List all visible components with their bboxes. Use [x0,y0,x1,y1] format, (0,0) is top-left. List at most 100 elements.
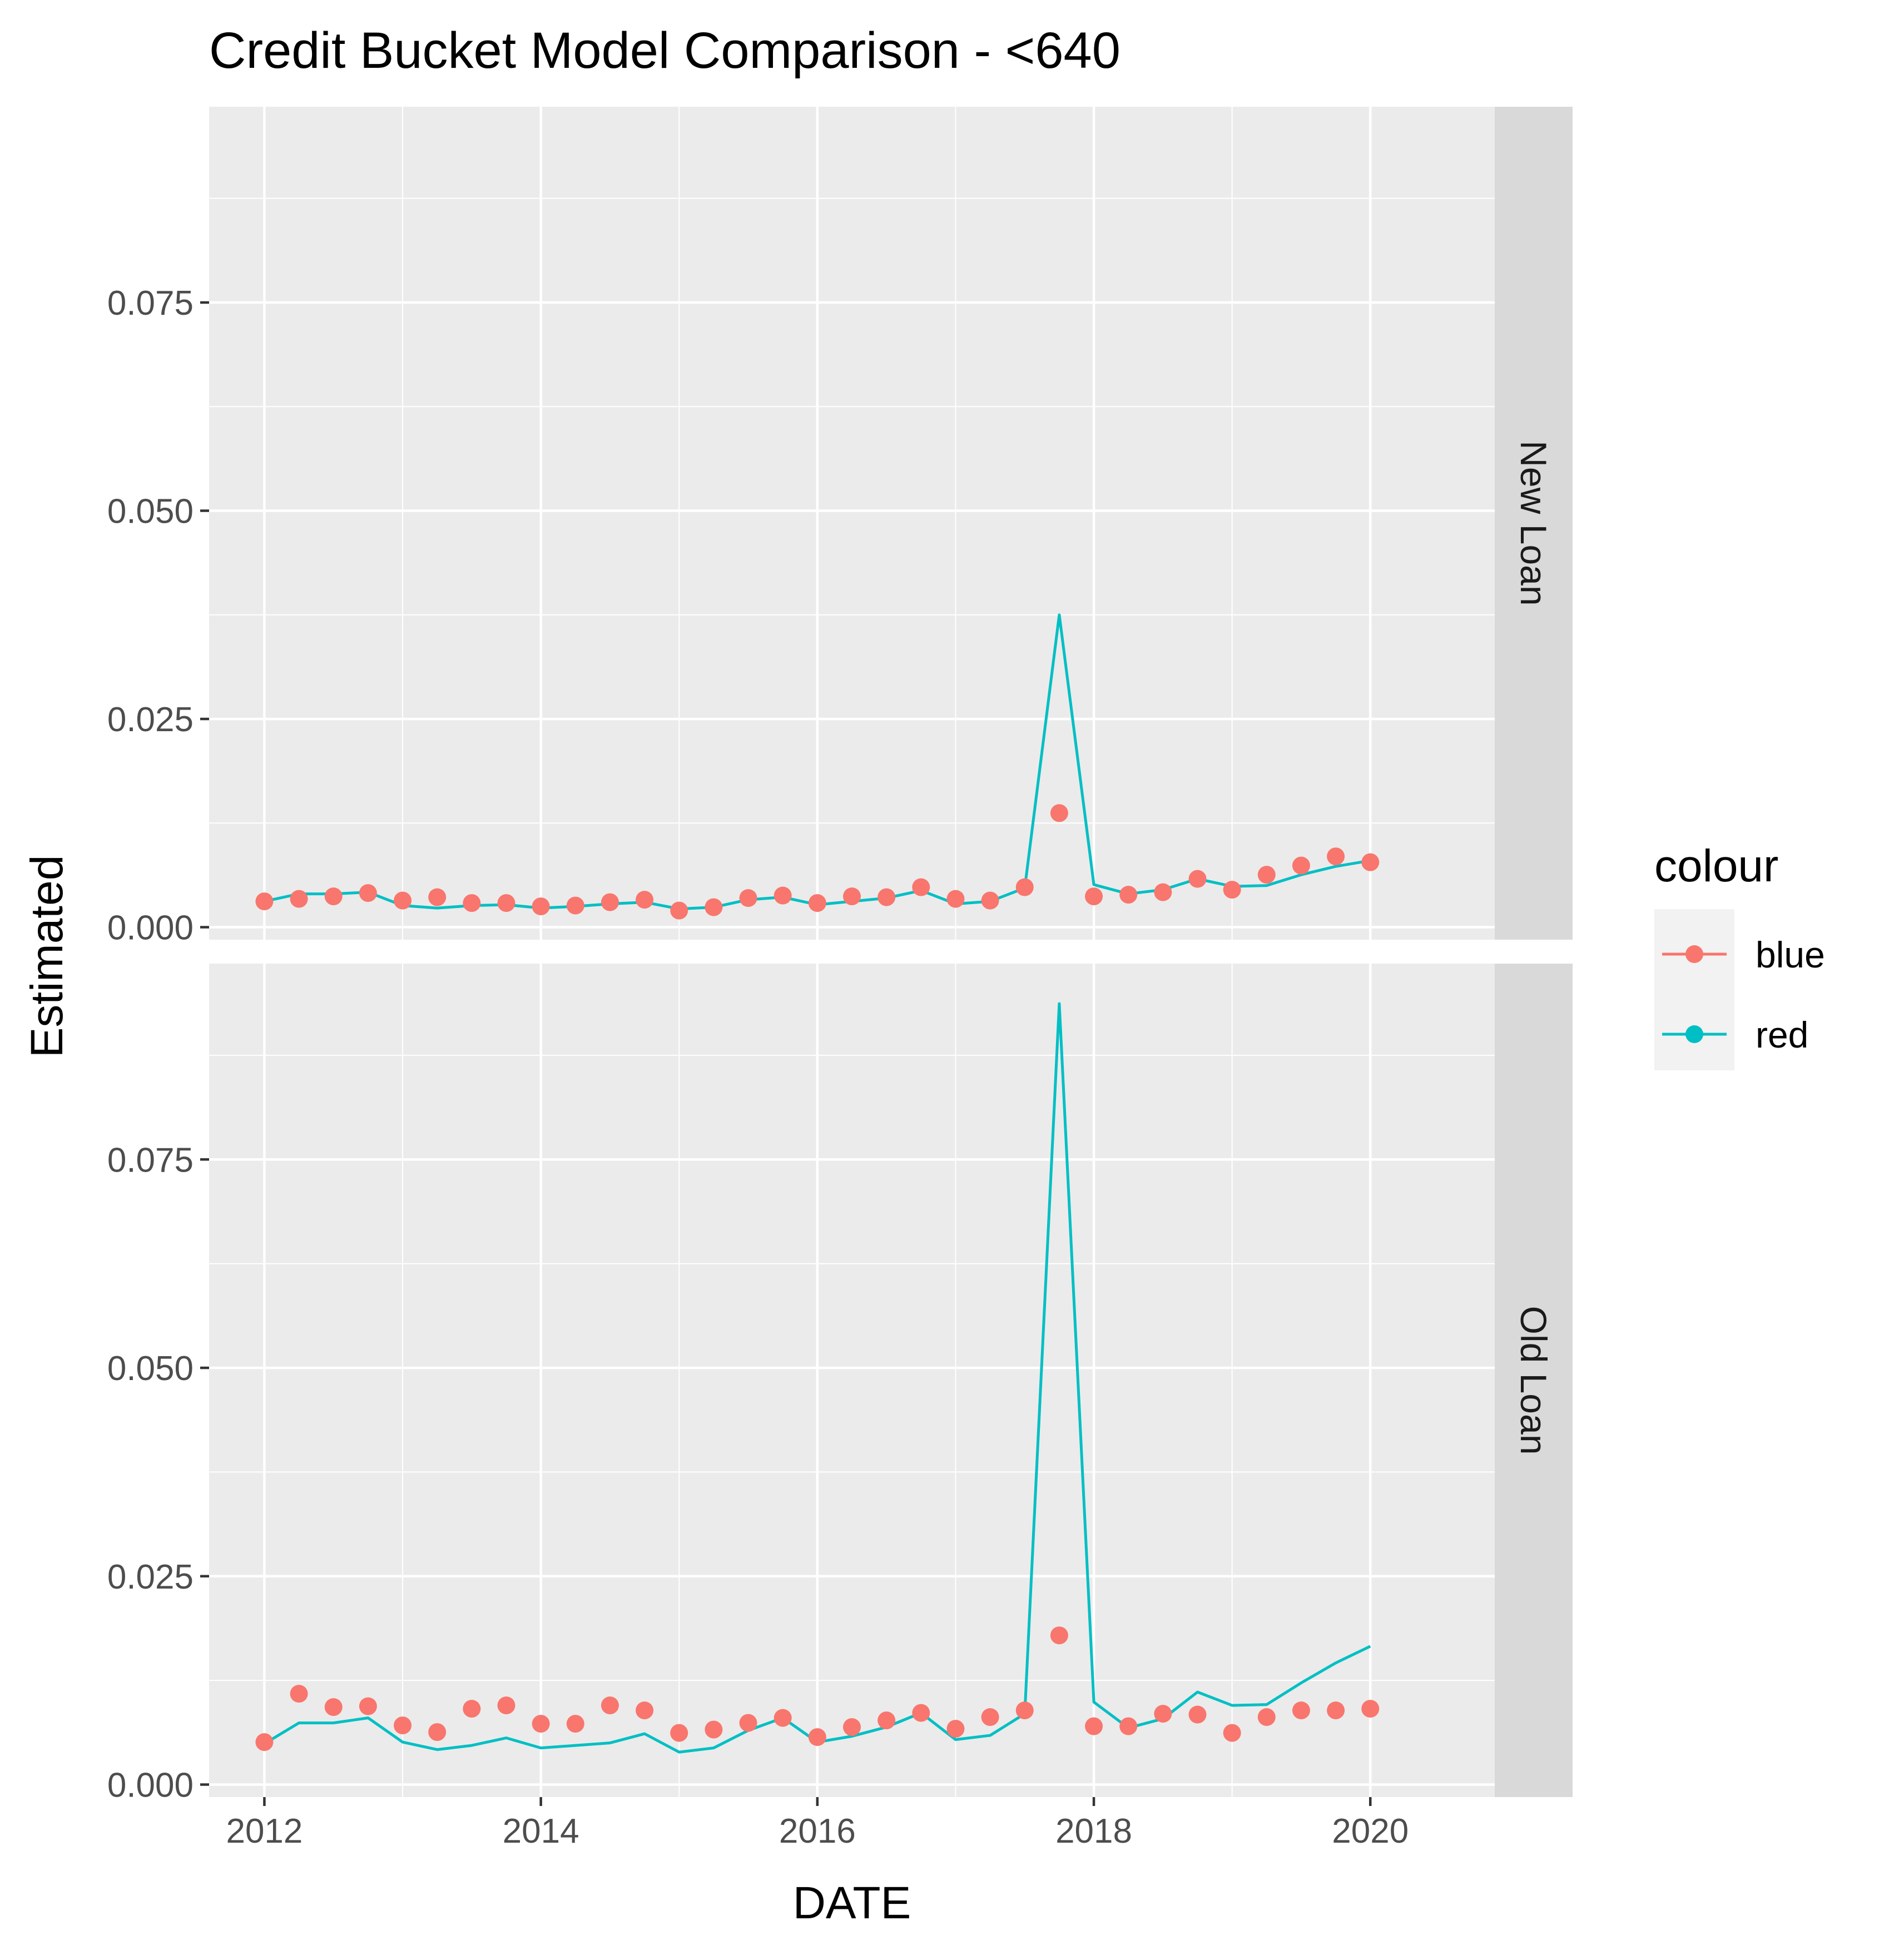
data-point-blue [843,1718,861,1736]
data-point-blue [1188,1705,1207,1724]
data-point-blue [428,888,447,906]
data-point-blue [946,890,965,908]
data-point-blue [670,1724,688,1742]
y-tick-label: 0.025 [107,701,194,739]
data-point-blue [808,1728,826,1746]
y-tick-label: 0.050 [107,493,194,531]
legend-label-red: red [1756,1014,1808,1055]
data-point-blue [1119,886,1138,904]
data-point-blue [843,887,861,906]
data-point-blue [290,1685,308,1703]
y-tick-label: 0.050 [107,1349,194,1388]
data-point-blue [601,1696,619,1715]
data-point-blue [1015,878,1034,896]
data-point-blue [532,1715,550,1733]
data-point-blue [981,1708,999,1726]
series-points-blue-old-loan [255,1626,1380,1751]
data-point-blue [1188,870,1207,888]
data-point-blue [463,1700,481,1718]
x-tick-label: 2020 [1332,1812,1409,1850]
data-point-blue [601,893,619,911]
facet-strip-label: Old Loan [1513,1306,1554,1455]
facet-strip-label: New Loan [1513,440,1554,606]
data-point-blue [566,1715,584,1733]
x-tick-label: 2016 [779,1812,856,1850]
data-point-blue [497,1696,515,1715]
data-point-blue [912,878,930,896]
data-point-blue [1085,1717,1103,1735]
legend-key-blue-point [1685,945,1703,963]
data-point-blue [1050,1626,1068,1645]
data-point-blue [774,1709,792,1727]
data-point-blue [981,891,999,910]
data-point-blue [394,891,412,910]
data-point-blue [877,888,896,906]
panel-background [209,107,1495,940]
data-point-blue [566,896,584,915]
data-point-blue [255,892,274,911]
data-point-blue [1327,847,1345,866]
panel-old-loan: 0.000 0.025 0.050 0.075 Old Loan [107,964,1573,1805]
y-tick-label: 0.075 [107,1141,194,1179]
data-point-blue [808,894,826,912]
data-point-blue [532,897,550,916]
legend-label-blue: blue [1756,934,1825,975]
data-point-blue [497,894,515,912]
data-point-blue [1015,1701,1034,1720]
y-tick-label: 0.000 [107,909,194,947]
data-point-blue [1154,1705,1172,1723]
legend-title: colour [1654,841,1778,891]
x-tick-label: 2014 [503,1812,579,1850]
data-point-blue [1257,866,1276,884]
legend-key-red-point [1685,1025,1703,1043]
y-axis-label: Estimated [22,855,72,1058]
facet-strip [1495,107,1573,940]
data-point-blue [463,894,481,912]
data-point-blue [324,887,343,906]
series-points-blue-new-loan [255,804,1380,920]
data-point-blue [774,886,792,905]
data-point-blue [359,1697,377,1715]
data-point-blue [1292,1701,1310,1720]
data-point-blue [739,889,757,907]
data-point-blue [290,890,308,908]
y-tick-label: 0.000 [107,1767,194,1805]
data-point-blue [359,884,377,902]
data-point-blue [255,1733,274,1751]
data-point-blue [636,1701,654,1720]
data-point-blue [1361,1700,1380,1718]
data-point-blue [1085,887,1103,906]
data-point-blue [1327,1701,1345,1720]
data-point-blue [705,898,723,916]
data-point-blue [946,1720,965,1738]
data-point-blue [1154,883,1172,901]
data-point-blue [670,901,688,920]
chart-title: Credit Bucket Model Comparison - <640 [209,22,1120,79]
data-point-blue [636,891,654,909]
data-point-blue [739,1714,757,1732]
y-tick-label: 0.075 [107,284,194,322]
data-point-blue [324,1698,343,1716]
data-point-blue [877,1711,896,1730]
x-tick-label: 2012 [226,1812,303,1850]
data-point-blue [1223,881,1241,899]
facet-strip [1495,964,1573,1797]
data-point-blue [912,1704,930,1722]
data-point-blue [394,1716,412,1735]
data-point-blue [428,1723,447,1741]
legend-key-background [1654,909,1734,1070]
panel-new-loan: 0.000 0.025 0.050 0.075 New Loan [107,107,1573,947]
y-tick-label: 0.025 [107,1558,194,1596]
data-point-blue [1292,856,1310,875]
x-tick-label: 2018 [1055,1812,1132,1850]
panel-background [209,964,1495,1797]
data-point-blue [1361,853,1380,871]
x-axis: 2012 2014 2016 2018 2020 [226,1797,1409,1850]
data-point-blue [1257,1708,1276,1726]
legend: colour blue red [1654,841,1825,1070]
data-point-blue [705,1720,723,1739]
data-point-blue [1119,1717,1138,1735]
data-point-blue [1050,804,1068,822]
